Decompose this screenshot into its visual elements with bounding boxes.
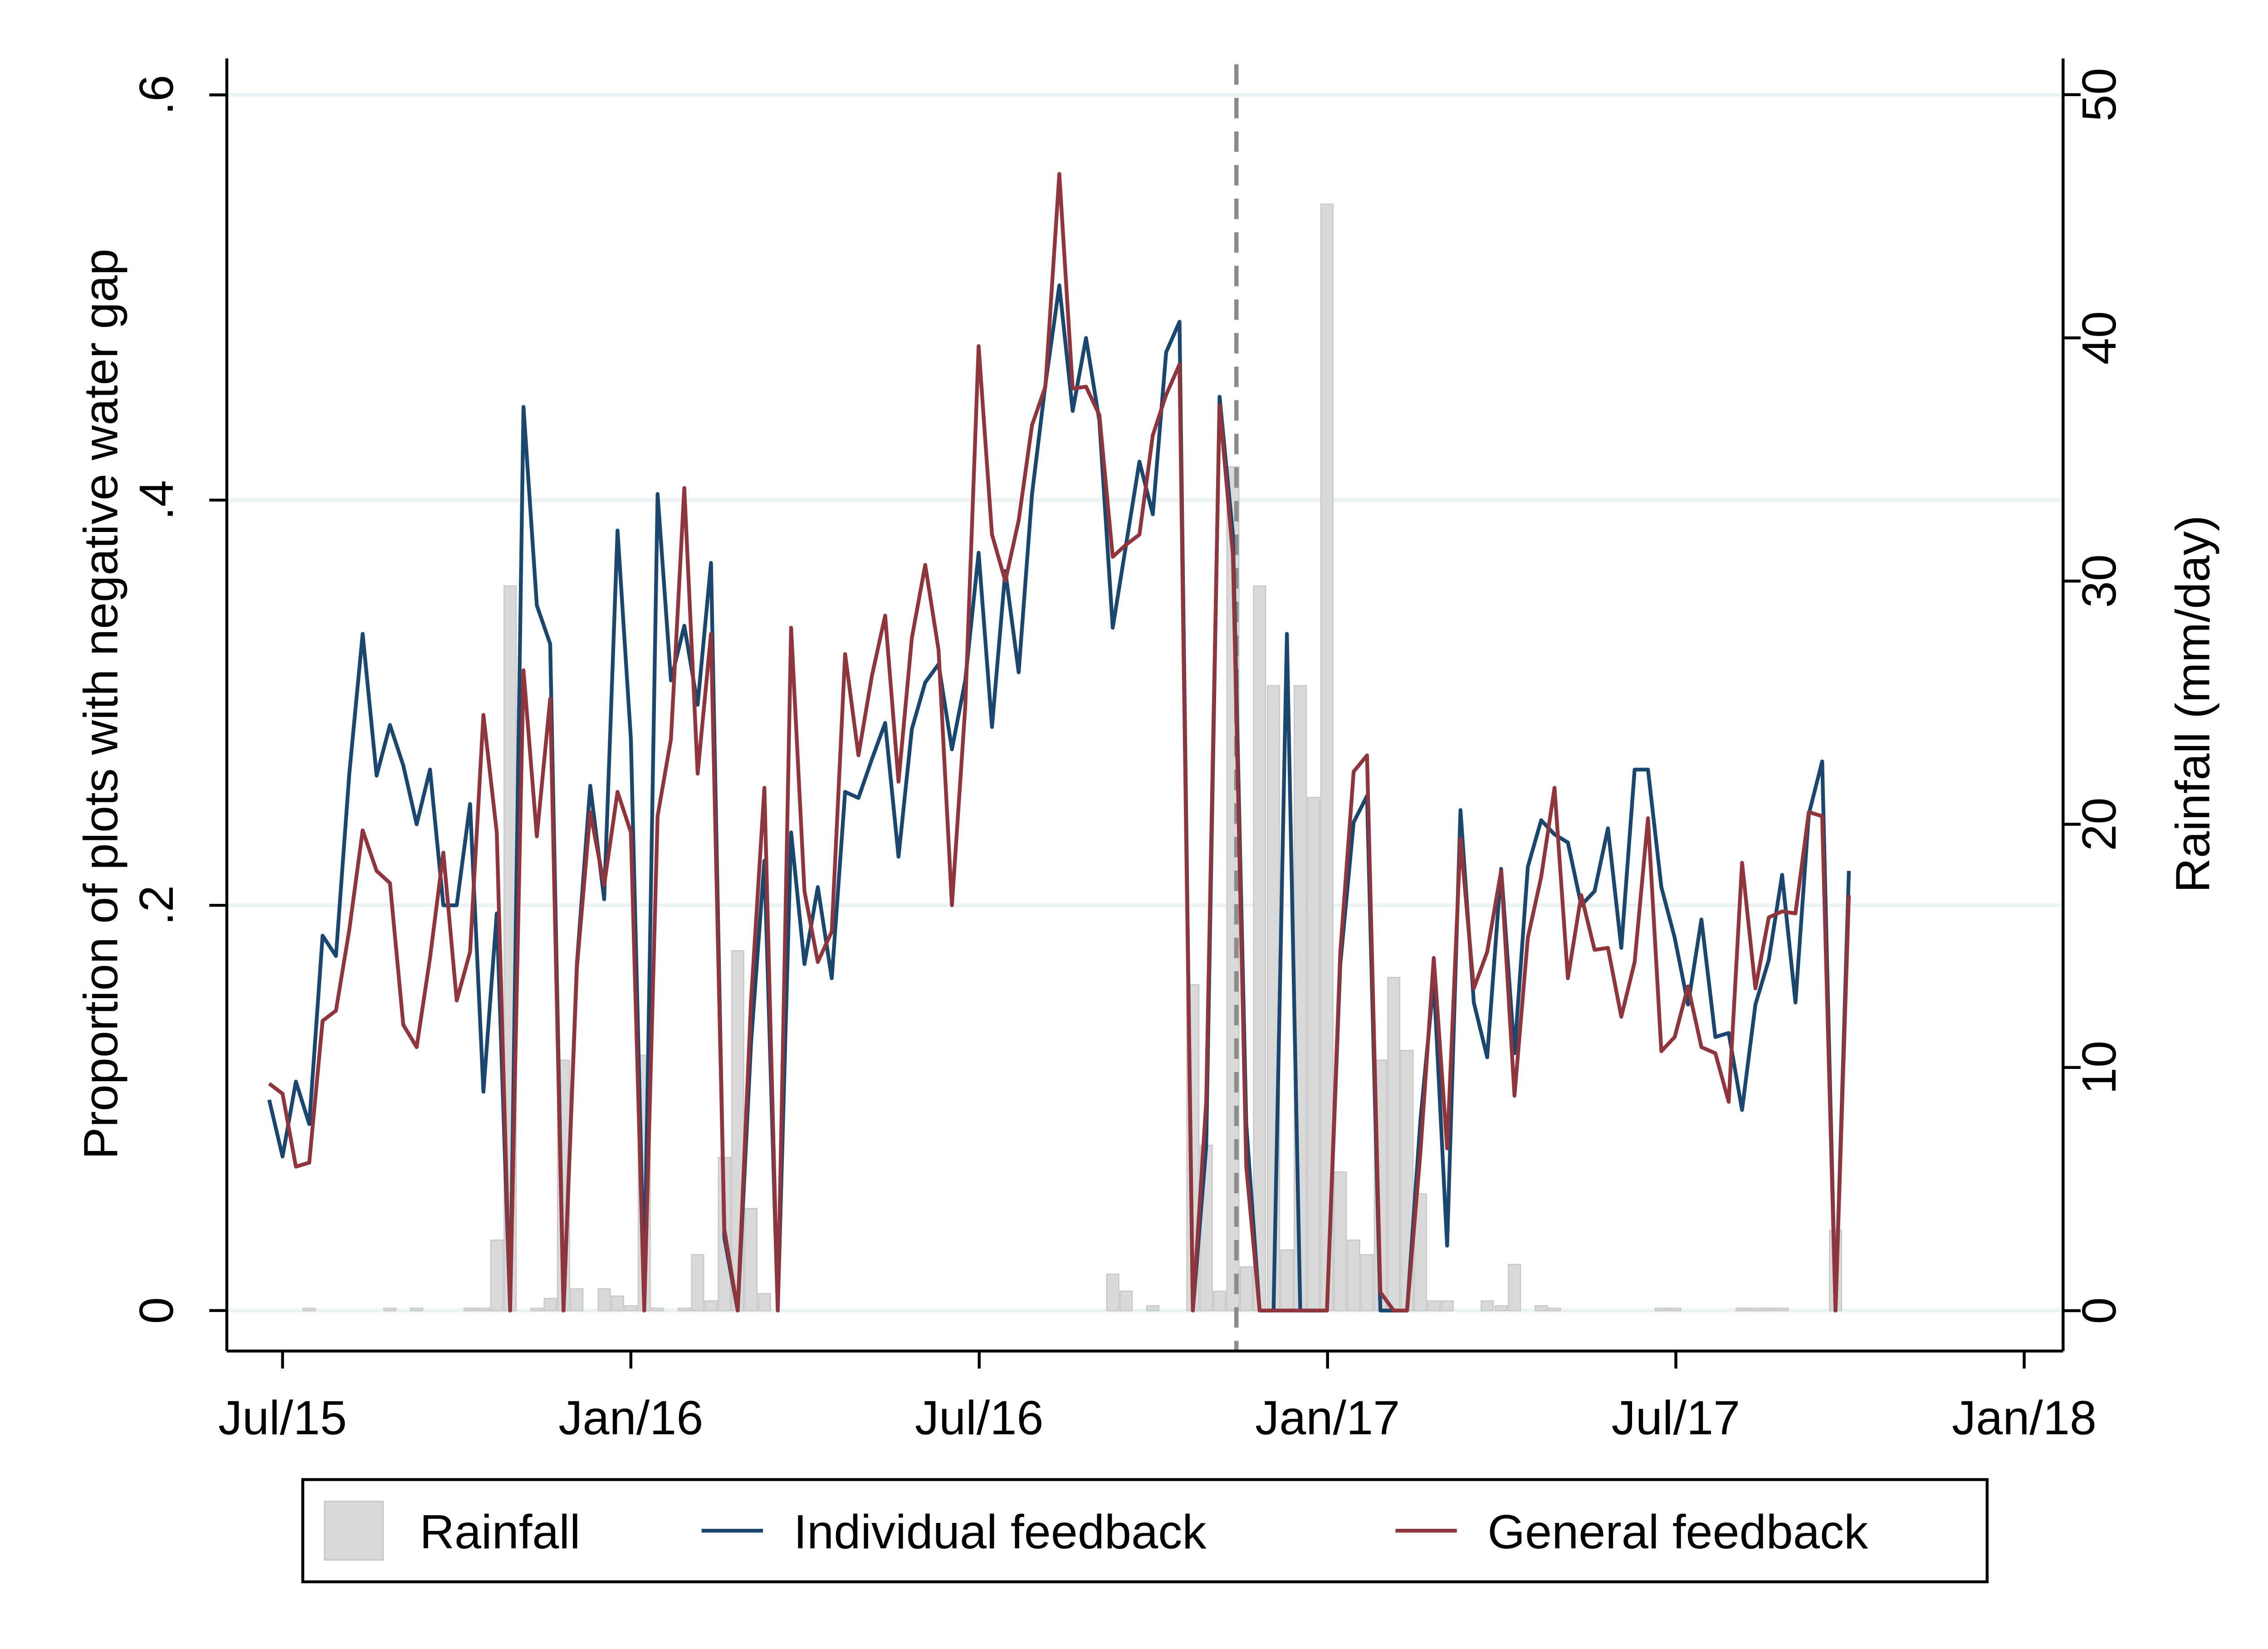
- rain-bar: [758, 1293, 771, 1312]
- rain-bar: [1360, 1254, 1374, 1312]
- y2-tick-label: 0: [2072, 1297, 2126, 1324]
- x-tick-label: Jan/18: [1952, 1391, 2097, 1445]
- legend-label: Rainfall: [420, 1505, 580, 1559]
- legend-label: General feedback: [1487, 1505, 1868, 1559]
- rain-bar: [704, 1300, 718, 1312]
- series-line: [268, 172, 1851, 1312]
- rain-bar: [1334, 1171, 1347, 1312]
- rain-bar: [651, 1307, 665, 1312]
- legend-swatch: [324, 1501, 384, 1561]
- rain-bar: [1320, 203, 1334, 1312]
- rain-bar: [1307, 797, 1320, 1312]
- rain-bar: [530, 1307, 544, 1312]
- x-tick-label: Jul/17: [1612, 1391, 1740, 1445]
- rain-bar: [1146, 1305, 1159, 1312]
- y2-tick-label: 40: [2072, 311, 2126, 365]
- rain-bar: [383, 1307, 397, 1312]
- legend-box: [301, 1478, 1989, 1584]
- rain-bar: [303, 1307, 316, 1312]
- y-tick-label: .4: [129, 480, 183, 520]
- x-tick-label: Jan/16: [558, 1391, 703, 1445]
- rain-bar: [1440, 1300, 1454, 1312]
- rain-bar: [490, 1239, 503, 1312]
- y2-tick-label: 30: [2072, 554, 2126, 608]
- rain-bar: [1347, 1239, 1360, 1312]
- rain-bar: [1239, 1266, 1253, 1312]
- rain-bar: [1427, 1300, 1441, 1312]
- rain-bar: [1762, 1307, 1775, 1312]
- y2-tick-label: 50: [2072, 68, 2126, 122]
- y-tick-label: .6: [129, 75, 183, 115]
- rain-bar: [744, 1208, 758, 1312]
- rain-bar: [477, 1307, 490, 1312]
- x-tick-label: Jan/17: [1255, 1391, 1400, 1445]
- rain-bar: [1735, 1307, 1749, 1312]
- rain-bar: [1106, 1273, 1119, 1312]
- axes: 0 .2 .4 .6 0 10 20 30 40 50 Jul/15 Jan/16 Jul/16 Jan/…: [129, 58, 2126, 1445]
- y2-tick-label: 20: [2072, 797, 2126, 851]
- rain-bar: [410, 1307, 424, 1312]
- rain-bar: [624, 1305, 638, 1312]
- rain-bar: [597, 1288, 611, 1312]
- rain-bar: [611, 1295, 624, 1312]
- rain-bar: [1749, 1307, 1762, 1312]
- rain-bar: [691, 1254, 704, 1312]
- rain-bar: [570, 1288, 584, 1312]
- rain-bar: [1548, 1307, 1561, 1312]
- rain-bar: [1213, 1290, 1227, 1312]
- legend: Rainfall Individual feedback General feedb…: [301, 1478, 1989, 1584]
- rain-bar: [1280, 1249, 1294, 1312]
- x-tick-label: Jul/15: [218, 1391, 347, 1445]
- bars: [303, 203, 1843, 1312]
- y2-tick-label: 10: [2072, 1041, 2126, 1094]
- rain-bar: [543, 1298, 557, 1312]
- legend-label: Individual feedback: [794, 1505, 1207, 1559]
- rain-bar: [1481, 1300, 1494, 1312]
- y-tick-label: 0: [129, 1297, 183, 1324]
- y2-axis-title: Rainfall (mm/day): [2165, 515, 2219, 893]
- series-line: [267, 283, 1851, 1312]
- x-tick-label: Jul/16: [915, 1391, 1044, 1445]
- rain-bar: [1775, 1307, 1789, 1312]
- rain-bar: [1494, 1305, 1508, 1312]
- rain-bar: [1387, 977, 1401, 1312]
- y-tick-label: .2: [129, 885, 183, 926]
- rain-bar: [678, 1307, 691, 1312]
- y-axis-title: Proportion of plots with negative water …: [73, 249, 127, 1159]
- lines: [267, 64, 1851, 1351]
- rain-bar: [463, 1307, 477, 1312]
- rain-bar: [1253, 585, 1266, 1312]
- rain-bar: [1508, 1264, 1521, 1312]
- rain-bar: [1119, 1290, 1133, 1312]
- rain-bar: [1535, 1305, 1548, 1312]
- rain-bar: [1655, 1307, 1668, 1312]
- rain-bar: [1668, 1307, 1681, 1312]
